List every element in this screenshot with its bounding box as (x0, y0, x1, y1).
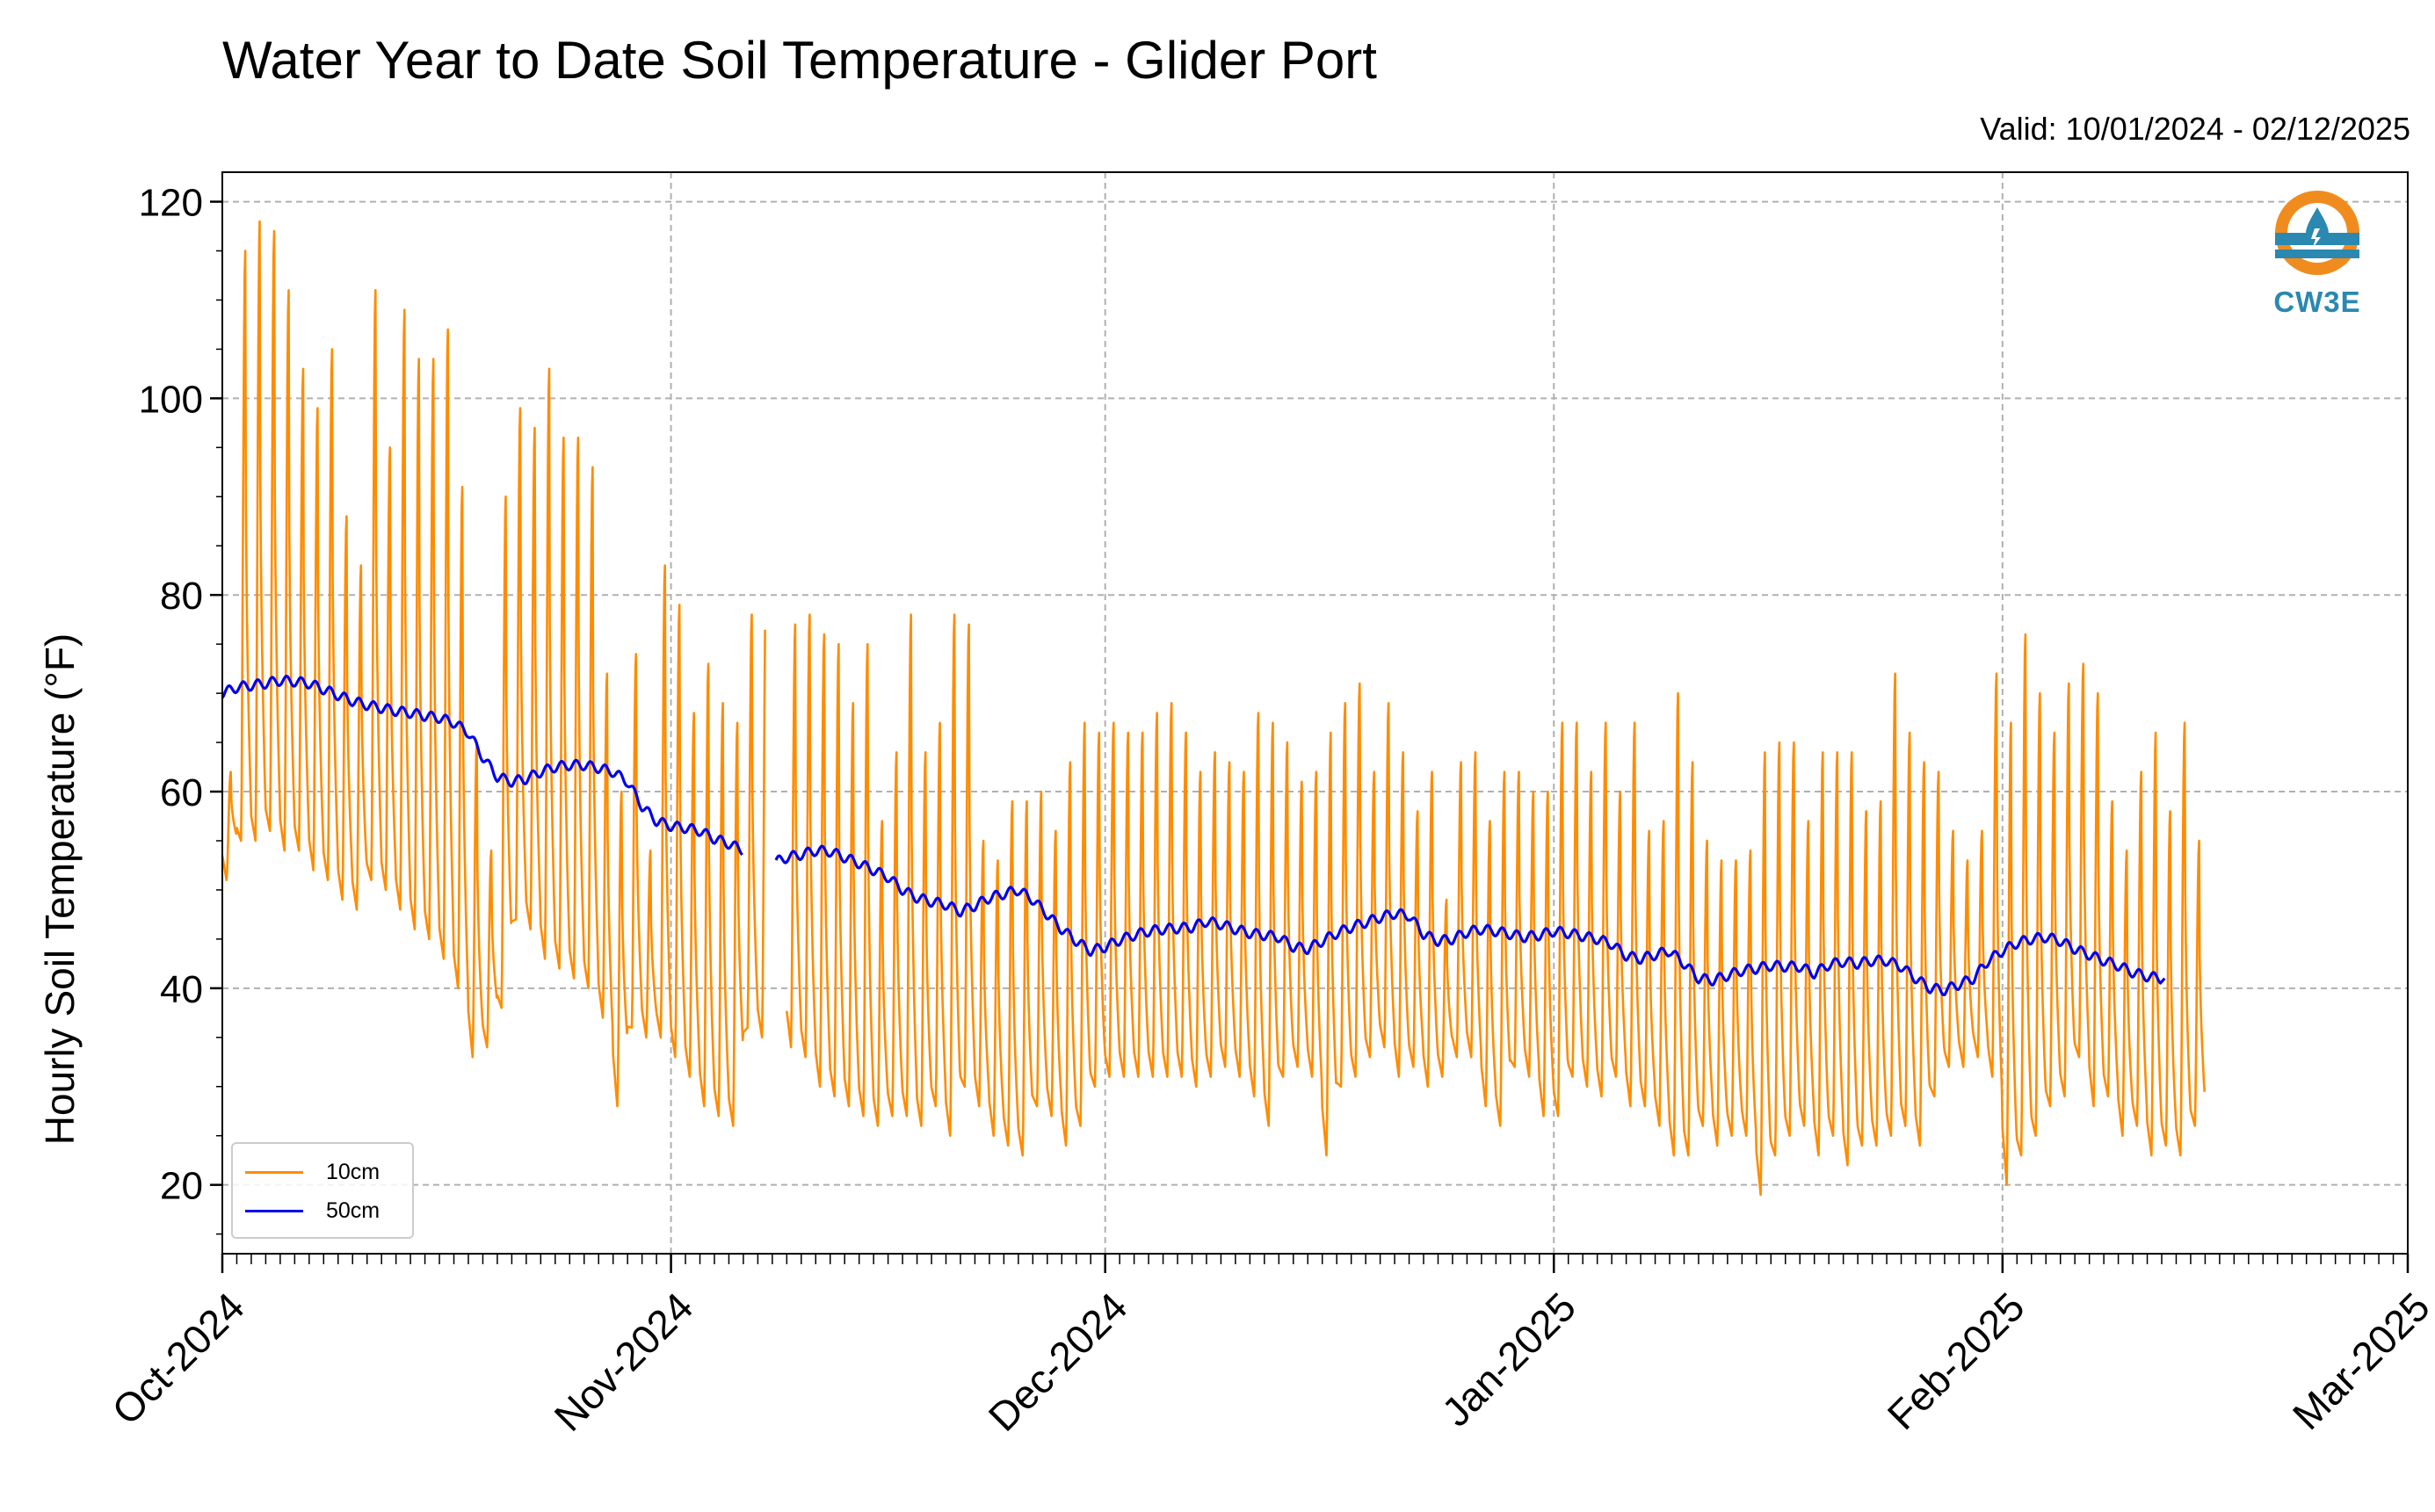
legend-swatch-10cm (245, 1170, 303, 1174)
legend-item-50cm: 50cm (245, 1195, 380, 1226)
series-line-50cm (221, 674, 743, 857)
axes: Oct-2024 Nov-2024 Dec-2024 Jan-2025 Feb-2025… (103, 182, 2435, 1440)
series-group (221, 220, 2206, 1197)
legend-swatch-50cm (245, 1209, 303, 1212)
legend-item-10cm: 10cm (245, 1156, 380, 1188)
x-tick-label: Dec-2024 (980, 1284, 1136, 1440)
chart-title: Water Year to Date Soil Temperature - Gl… (222, 31, 1377, 90)
y-tick-label: 20 (160, 1165, 203, 1208)
x-tick-label: Oct-2024 (103, 1284, 253, 1434)
x-tick-label: Feb-2025 (1879, 1284, 2033, 1438)
y-tick-label: 120 (139, 182, 203, 225)
x-tick-label: Mar-2025 (2284, 1284, 2435, 1438)
series-line-50cm (774, 844, 2166, 997)
logo-text: CW3E (2273, 286, 2361, 318)
y-tick-label: 60 (160, 771, 203, 814)
y-axis-label: Hourly Soil Temperature (°F) (37, 633, 83, 1146)
x-tick-label: Nov-2024 (546, 1284, 702, 1440)
y-tick-label: 40 (160, 968, 203, 1011)
legend-label-50cm: 50cm (326, 1197, 380, 1223)
y-tick-label: 100 (139, 378, 203, 421)
cw3e-logo: CW3E (2269, 184, 2366, 319)
legend-label-10cm: 10cm (326, 1159, 380, 1184)
valid-date-range: Valid: 10/01/2024 - 02/12/2025 (1980, 111, 2410, 147)
y-tick-label: 80 (160, 575, 203, 618)
series-line-10cm (221, 220, 766, 1127)
series-line-10cm (786, 613, 2206, 1197)
x-tick-label: Jan-2025 (1433, 1284, 1584, 1435)
cw3e-water-drop-logo-icon (2275, 191, 2359, 275)
plot-frame (221, 171, 2409, 1255)
legend: 10cm 50cm (231, 1142, 414, 1239)
